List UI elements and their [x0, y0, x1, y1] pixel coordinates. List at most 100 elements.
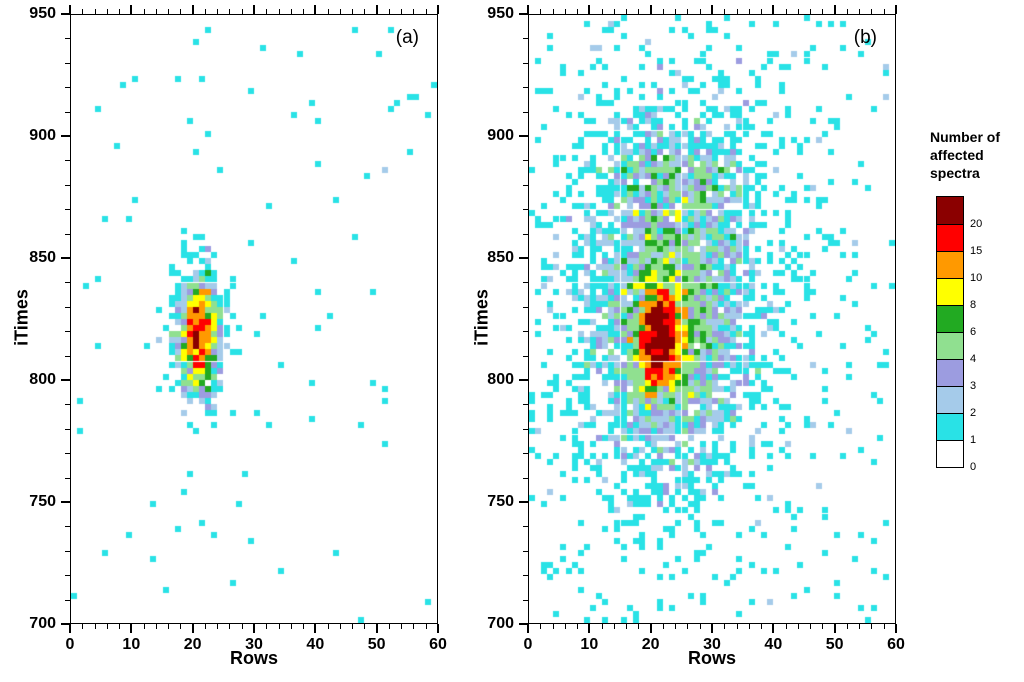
- x-major-tick: [69, 5, 71, 14]
- x-minor-tick: [577, 9, 579, 14]
- y-minor-tick: [65, 404, 70, 406]
- y-minor-tick: [523, 111, 528, 113]
- x-minor-tick: [846, 9, 848, 14]
- x-minor-tick: [204, 624, 206, 629]
- x-minor-tick: [217, 9, 219, 14]
- legend-color-swatch: [937, 197, 963, 224]
- y-major-tick: [61, 379, 70, 381]
- x-minor-tick: [785, 624, 787, 629]
- legend-level-label: 6: [970, 326, 977, 338]
- y-major-tick: [61, 13, 70, 15]
- x-minor-tick: [662, 9, 664, 14]
- x-minor-tick: [94, 9, 96, 14]
- y-tick-label: 900: [487, 127, 514, 144]
- x-major-tick: [772, 624, 775, 633]
- x-minor-tick: [859, 624, 861, 629]
- legend-level-label: 1: [970, 434, 977, 446]
- legend-level-label: 0: [970, 461, 977, 473]
- y-minor-tick: [523, 282, 528, 284]
- legend-level-label: 3: [970, 380, 977, 392]
- x-tick-label: 60: [887, 636, 905, 653]
- x-minor-tick: [229, 9, 231, 14]
- panel-b-heatmap-canvas: [529, 15, 895, 623]
- panel-b-plot: (b): [528, 14, 896, 624]
- x-minor-tick: [425, 9, 427, 14]
- x-minor-tick: [155, 9, 157, 14]
- x-major-tick: [253, 624, 255, 633]
- x-minor-tick: [106, 624, 108, 629]
- x-minor-tick: [871, 9, 873, 14]
- y-tick-label: 700: [487, 615, 514, 632]
- x-minor-tick: [564, 624, 566, 629]
- y-minor-tick: [523, 550, 528, 552]
- y-minor-tick: [65, 526, 70, 528]
- y-minor-tick: [65, 282, 70, 284]
- y-major-tick: [61, 623, 70, 625]
- x-minor-tick: [748, 624, 750, 629]
- y-minor-tick: [65, 331, 70, 333]
- y-tick-label: 850: [487, 249, 514, 266]
- x-tick-label: 40: [306, 636, 325, 653]
- y-minor-tick: [523, 184, 528, 186]
- y-minor-tick: [523, 306, 528, 308]
- legend-level-label: 10: [970, 272, 983, 284]
- y-major-tick: [519, 257, 528, 259]
- x-minor-tick: [352, 9, 354, 14]
- y-major-tick: [519, 135, 528, 137]
- x-tick-label: 0: [65, 636, 75, 653]
- y-tick-label: 700: [29, 615, 56, 632]
- x-minor-tick: [278, 9, 280, 14]
- x-minor-tick: [736, 9, 738, 14]
- y-minor-tick: [523, 62, 528, 64]
- x-minor-tick: [810, 9, 812, 14]
- x-minor-tick: [687, 9, 689, 14]
- x-minor-tick: [687, 624, 689, 629]
- x-minor-tick: [266, 624, 268, 629]
- x-minor-tick: [204, 9, 206, 14]
- y-minor-tick: [523, 453, 528, 455]
- x-minor-tick: [119, 624, 121, 629]
- x-major-tick: [588, 5, 591, 14]
- y-tick-label: 950: [487, 5, 514, 22]
- legend-color-swatch: [937, 332, 963, 359]
- legend-title-line: Number of: [930, 129, 1000, 145]
- x-minor-tick: [846, 624, 848, 629]
- y-tick-label: 750: [29, 493, 56, 510]
- y-minor-tick: [65, 209, 70, 211]
- x-minor-tick: [822, 9, 824, 14]
- x-major-tick: [130, 5, 133, 14]
- x-minor-tick: [883, 9, 885, 14]
- y-minor-tick: [65, 62, 70, 64]
- legend-title-line: spectra: [930, 165, 980, 181]
- x-major-tick: [253, 5, 255, 14]
- x-minor-tick: [724, 624, 726, 629]
- x-minor-tick: [699, 9, 701, 14]
- x-minor-tick: [119, 9, 121, 14]
- x-minor-tick: [388, 9, 390, 14]
- x-minor-tick: [155, 624, 157, 629]
- panel-a-label: (a): [395, 27, 419, 48]
- x-minor-tick: [675, 9, 677, 14]
- x-major-tick: [314, 5, 317, 14]
- x-minor-tick: [797, 624, 799, 629]
- legend-level-label: 2: [970, 407, 977, 419]
- x-tick-label: 40: [764, 636, 783, 653]
- x-tick-label: 30: [703, 636, 721, 653]
- y-major-tick: [61, 135, 70, 137]
- legend-color-swatch: [937, 413, 963, 440]
- x-tick-label: 0: [523, 636, 533, 653]
- x-minor-tick: [401, 9, 403, 14]
- legend-colorbar: [936, 196, 964, 468]
- x-minor-tick: [810, 624, 812, 629]
- x-major-tick: [375, 624, 378, 633]
- x-major-tick: [772, 5, 775, 14]
- x-minor-tick: [82, 9, 84, 14]
- y-minor-tick: [65, 599, 70, 601]
- x-minor-tick: [413, 9, 415, 14]
- y-major-tick: [519, 501, 528, 503]
- x-minor-tick: [859, 9, 861, 14]
- x-tick-label: 50: [367, 636, 386, 653]
- x-minor-tick: [626, 624, 628, 629]
- x-minor-tick: [143, 9, 145, 14]
- x-tick-label: 60: [429, 636, 447, 653]
